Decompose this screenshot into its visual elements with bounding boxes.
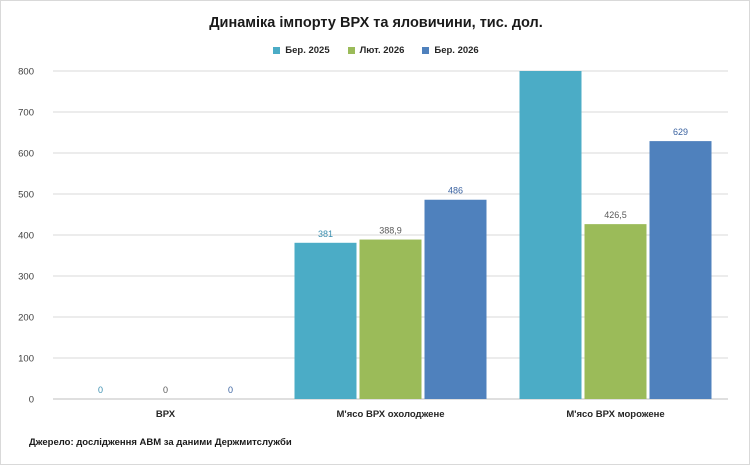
data-label: 0 — [98, 385, 103, 395]
y-tick-label: 600 — [18, 149, 34, 160]
legend-swatch-1 — [347, 47, 355, 54]
y-tick-label: 800 — [18, 67, 34, 78]
legend-swatch-0 — [273, 47, 281, 54]
legend-item-0: Бер. 2025 — [273, 45, 330, 56]
chart-title: Динаміка імпорту ВРХ та яловичини, тис. … — [209, 15, 543, 31]
bar-2-1 — [424, 199, 487, 399]
data-label: 486 — [448, 186, 463, 196]
bar-1-2 — [584, 224, 647, 399]
y-tick-label: 400 — [18, 231, 34, 242]
bar-1-1 — [359, 239, 422, 399]
bar-2-2 — [649, 141, 712, 400]
y-tick-label: 300 — [18, 272, 34, 283]
legend-swatch-2 — [422, 47, 430, 54]
y-tick-label: 200 — [18, 313, 34, 324]
y-tick-label: 100 — [18, 354, 34, 365]
legend-item-1: Лют. 2026 — [347, 45, 405, 56]
data-label: 0 — [163, 385, 168, 395]
x-category-label: М'ясо ВРХ охолоджене — [337, 409, 445, 420]
data-label: 388,9 — [379, 226, 402, 236]
legend-item-2: Бер. 2026 — [422, 45, 479, 56]
x-category-label: ВРХ — [156, 409, 176, 420]
bar-0-2 — [519, 71, 582, 399]
legend-label-1: Лют. 2026 — [359, 45, 405, 56]
data-label: 629 — [673, 127, 688, 137]
bar-0-1 — [294, 242, 357, 399]
source-note: Джерело: дослідження АВМ за даними Держм… — [29, 437, 292, 448]
y-tick-label: 700 — [18, 108, 34, 119]
legend: Бер. 2025 Лют. 2026 Бер. 2026 — [1, 45, 749, 56]
data-label: 381 — [318, 229, 333, 239]
data-label: 426,5 — [604, 210, 627, 220]
y-tick-label: 0 — [29, 395, 34, 406]
x-category-label: М'ясо ВРХ морожене — [566, 409, 664, 420]
data-label: 0 — [228, 385, 233, 395]
legend-label-0: Бер. 2025 — [285, 45, 330, 56]
legend-label-2: Бер. 2026 — [434, 45, 479, 56]
y-tick-label: 500 — [18, 190, 34, 201]
